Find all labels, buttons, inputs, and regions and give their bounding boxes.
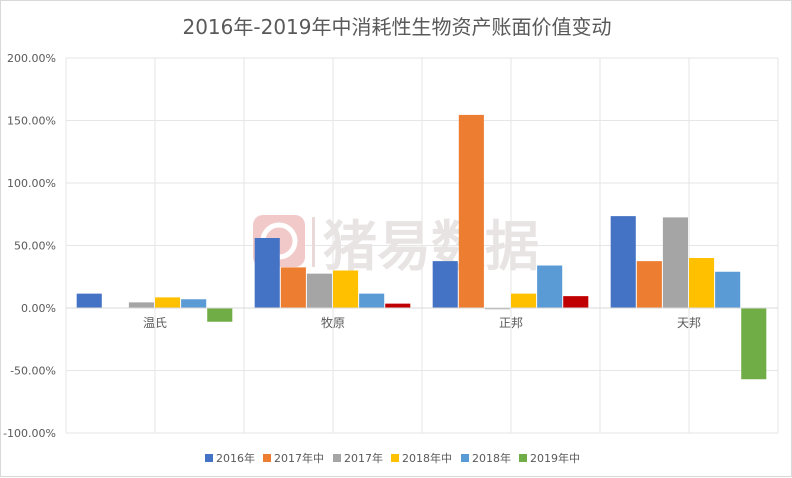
watermark-divider	[312, 217, 315, 267]
bar	[741, 308, 767, 380]
bar	[254, 238, 280, 308]
bar	[385, 303, 411, 309]
legend-label: 2019年中	[530, 451, 580, 465]
x-category-label: 天邦	[677, 316, 701, 330]
bar	[610, 216, 636, 309]
legend-label: 2017年	[344, 451, 383, 465]
bar	[280, 267, 306, 309]
bar	[128, 302, 154, 309]
bar	[537, 265, 563, 308]
axes: 200.00% 150.00% 100.00% 50.00% 0.00% -50.00% -…	[3, 52, 778, 440]
y-tick-label: 150.00%	[7, 115, 56, 128]
bar	[689, 258, 715, 308]
y-tick-label: 50.00%	[14, 240, 56, 253]
legend-label: 2016年	[216, 451, 255, 465]
legend-swatch	[391, 454, 399, 462]
x-category-label: 温氏	[143, 316, 167, 330]
bar	[484, 308, 510, 310]
chart-title: 2016年-2019年中消耗性生物资产账面价值变动	[182, 15, 612, 39]
bars	[76, 114, 767, 380]
y-tick-label: 100.00%	[7, 177, 56, 190]
y-tick-label: -100.00%	[3, 427, 56, 440]
bar	[359, 293, 385, 309]
y-tick-label: -50.00%	[10, 365, 56, 378]
legend-swatch	[461, 454, 469, 462]
bar	[306, 273, 332, 309]
bar	[181, 299, 207, 308]
bar	[155, 297, 181, 309]
legend-swatch	[519, 454, 527, 462]
bar	[76, 293, 102, 309]
bar	[207, 308, 233, 322]
watermark-text: 猪易数据	[323, 214, 539, 278]
y-tick-label: 0.00%	[21, 302, 56, 315]
grid-lines	[65, 57, 779, 434]
x-category-label: 正邦	[499, 316, 523, 330]
bar	[511, 293, 537, 309]
legend-label: 2018年	[472, 451, 511, 465]
bar	[432, 261, 458, 309]
bar	[333, 270, 359, 308]
bar	[563, 296, 589, 309]
bar	[715, 271, 741, 308]
legend-label: 2017年中	[274, 451, 324, 465]
legend-swatch	[333, 454, 341, 462]
legend-label: 2018年中	[402, 451, 452, 465]
legend-swatch	[263, 454, 271, 462]
legend-swatch	[205, 454, 213, 462]
legend: 2016年 2017年中 2017年 2018年中 2018年 2019年中	[205, 451, 580, 465]
y-tick-label: 200.00%	[7, 52, 56, 65]
bar	[636, 261, 662, 309]
x-category-label: 牧原	[321, 316, 345, 330]
bar	[662, 217, 688, 309]
bar	[458, 114, 484, 309]
